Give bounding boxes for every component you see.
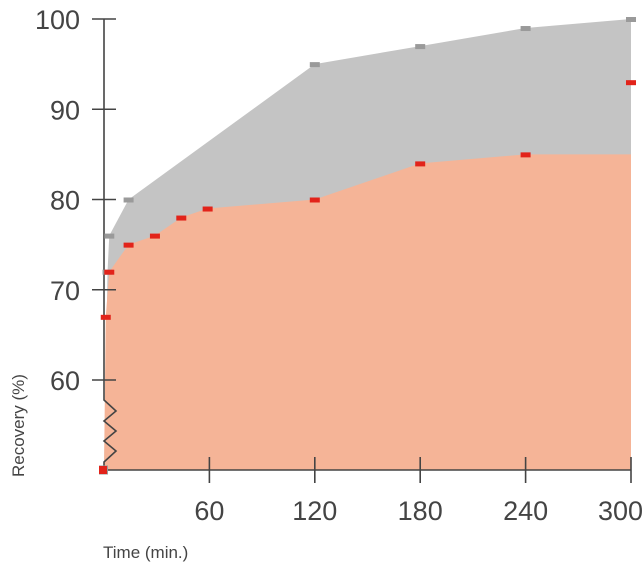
- y-tick-label-70: 70: [50, 276, 80, 306]
- series-1-point: [104, 233, 115, 239]
- x-tick-label-240: 240: [503, 496, 548, 526]
- series-1-point: [626, 17, 636, 22]
- series-2-point: [149, 233, 160, 239]
- y-tick-label-90: 90: [50, 95, 80, 125]
- series-2-area: [104, 154, 631, 470]
- series-2-point: [99, 466, 107, 474]
- series-2-point: [100, 314, 111, 320]
- series-2-point: [202, 206, 213, 212]
- area-layer: [104, 19, 631, 470]
- x-tick-label-60: 60: [194, 496, 224, 526]
- series-2-point: [415, 161, 426, 167]
- y-axis-line: [102, 19, 118, 470]
- series-2-point: [104, 269, 115, 275]
- series-2-point: [123, 242, 134, 248]
- x-tick-label-300: 300: [598, 496, 643, 526]
- tick-labels: 60 70 80 90 100 60 120 180 240 300: [35, 5, 643, 526]
- series-2-point: [520, 152, 531, 158]
- x-tick-label-120: 120: [292, 496, 337, 526]
- axes: [92, 18, 632, 483]
- x-tick-label-180: 180: [398, 496, 443, 526]
- marker-layer: [99, 17, 636, 475]
- series-1-point: [123, 197, 134, 203]
- y-tick-label-80: 80: [50, 186, 80, 216]
- y-tick-label-100: 100: [35, 5, 80, 35]
- series-2-point: [176, 215, 187, 221]
- series-2-point: [626, 80, 636, 86]
- y-tick-label-60: 60: [50, 366, 80, 396]
- series-1-point: [309, 62, 320, 68]
- series-1-point: [520, 26, 531, 32]
- y-axis-title: Recovery (%): [9, 374, 28, 477]
- x-axis-title: Time (min.): [103, 543, 188, 562]
- series-2-point: [309, 197, 320, 203]
- series-1-point: [415, 44, 426, 50]
